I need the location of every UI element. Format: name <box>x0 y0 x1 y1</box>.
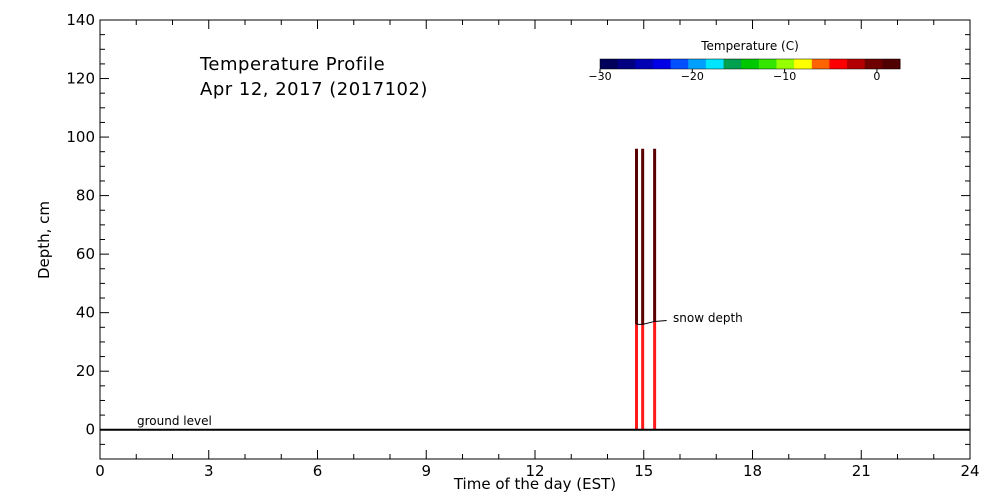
colorbar-border <box>599 58 901 70</box>
colorbar-swatch <box>723 59 742 69</box>
axis-ticks <box>99 19 971 460</box>
colorbar-swatch <box>617 59 636 69</box>
colorbar-swatch <box>688 59 707 69</box>
chart-subtitle: Apr 12, 2017 (2017102) <box>200 79 428 100</box>
x-tick-label: 24 <box>960 462 979 480</box>
x-tick-label: 21 <box>852 462 871 480</box>
colorbar-swatch <box>847 59 866 69</box>
colorbar-swatch <box>635 59 654 69</box>
colorbar-swatch <box>829 59 848 69</box>
colorbar-swatch <box>600 59 619 69</box>
colorbar-swatch <box>794 59 813 69</box>
profiles-layer <box>100 148 970 431</box>
colorbar-swatch <box>670 59 689 69</box>
y-tick-label: 140 <box>66 11 95 29</box>
colorbar-tick-label: 0 <box>873 70 880 83</box>
colorbar-swatch <box>652 59 672 69</box>
x-tick-label: 3 <box>204 462 214 480</box>
snow-depth-label: snow depth <box>673 311 743 325</box>
y-tick-label: 80 <box>76 187 95 205</box>
x-tick-label: 12 <box>525 462 544 480</box>
axis-tick-labels: 0 3 6 9 12 15 18 21 24 0 20 40 60 80 100 120 140 <box>66 11 979 480</box>
y-tick-label: 120 <box>66 70 95 88</box>
colorbar-swatch <box>864 59 883 69</box>
colorbar-swatch <box>776 59 795 69</box>
y-tick-label: 0 <box>85 421 95 439</box>
colorbar-tick-label: −20 <box>681 70 704 83</box>
colorbar-swatch <box>705 59 725 69</box>
x-tick-label: 0 <box>95 462 105 480</box>
y-axis-label: Depth, cm <box>35 201 53 279</box>
x-tick-label: 18 <box>743 462 762 480</box>
ground-level-label: ground level <box>137 414 212 428</box>
colorbar-tick-label: −30 <box>588 70 611 83</box>
colorbar-swatch <box>811 59 830 69</box>
x-tick-label: 6 <box>313 462 323 480</box>
annotations: ground level snow depth <box>137 311 743 428</box>
snow-depth-leader <box>654 319 667 322</box>
colorbar-swatch <box>758 59 777 69</box>
y-tick-label: 40 <box>76 304 95 322</box>
colorbar-swatch <box>882 59 901 69</box>
y-tick-label: 100 <box>66 128 95 146</box>
colorbar-tick-label: −10 <box>773 70 796 83</box>
y-tick-label: 20 <box>76 362 95 380</box>
colorbar-title: Temperature (C) <box>700 39 799 53</box>
chart-title: Temperature Profile <box>199 54 385 75</box>
x-tick-label: 9 <box>421 462 431 480</box>
x-axis-label: Time of the day (EST) <box>453 475 616 493</box>
snow-depth-line <box>636 320 655 325</box>
y-tick-label: 60 <box>76 245 95 263</box>
x-tick-label: 15 <box>634 462 653 480</box>
colorbar-swatch <box>741 59 760 69</box>
temperature-colorbar: Temperature (C) −30 −20 −10 0 <box>588 39 901 83</box>
